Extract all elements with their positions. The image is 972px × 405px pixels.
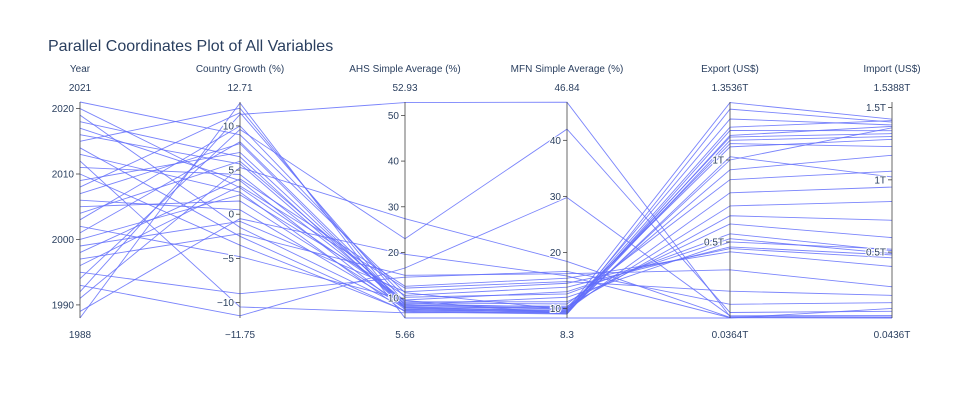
tick-label: 2000 (52, 235, 75, 246)
axis-max-label: 2021 (69, 83, 92, 94)
axis-import[interactable]: Import (US$) 1.5388T 0.0436T 0.5T 1T 1.5T (863, 64, 920, 341)
tick-label: −10 (217, 298, 234, 309)
axis-title: Year (70, 64, 91, 75)
tick-label: 1T (712, 155, 724, 166)
tick-label: 40 (388, 157, 400, 168)
data-line (79, 102, 893, 319)
axis-export[interactable]: Export (US$) 1.3536T 0.0364T 0.5T 1T (701, 64, 759, 341)
axis-title: Country Growth (%) (196, 64, 284, 75)
data-line (79, 178, 893, 287)
axis-title: Import (US$) (863, 64, 920, 75)
data-line (79, 127, 893, 313)
data-line (79, 134, 893, 310)
tick-label: 1T (874, 175, 886, 186)
axis-min-label: 0.0364T (712, 330, 749, 341)
data-line (79, 194, 893, 296)
axis-min-label: 0.0436T (874, 330, 911, 341)
axis-title: Export (US$) (701, 64, 759, 75)
data-line (79, 141, 893, 306)
data-line (79, 156, 893, 314)
axis-max-label: 1.3536T (712, 83, 749, 94)
tick-label: 10 (388, 294, 400, 305)
data-line (79, 112, 893, 305)
axis-max-label: 1.5388T (874, 83, 911, 94)
data-line (79, 218, 893, 319)
tick-label: 2020 (52, 104, 75, 115)
tick-label: 40 (550, 136, 562, 147)
data-line (79, 128, 893, 313)
data-line (79, 196, 893, 317)
tick-label: 10 (550, 304, 562, 315)
data-line (79, 199, 893, 309)
data-line (79, 185, 893, 296)
tick-label: 30 (388, 202, 400, 213)
axis-min-label: 8.3 (560, 330, 574, 341)
tick-label: 10 (223, 121, 235, 132)
tick-label: 0.5T (866, 248, 886, 259)
data-line (79, 233, 893, 288)
tick-label: −5 (223, 254, 235, 265)
tick-label: 1990 (52, 300, 75, 311)
data-line (79, 120, 893, 313)
tick-label: 20 (388, 248, 400, 259)
data-line (79, 130, 893, 314)
tick-label: 20 (550, 248, 562, 259)
data-line (79, 143, 893, 311)
data-line (79, 220, 893, 293)
axis-year[interactable]: Year 2021 1988 1990 2000 2010 2020 (51, 64, 92, 341)
chart-title: Parallel Coordinates Plot of All Variabl… (48, 38, 333, 55)
tick-label: 2010 (52, 170, 75, 181)
data-line (79, 160, 893, 303)
tick-label: 30 (550, 192, 562, 203)
axis-mfn[interactable]: MFN Simple Average (%) 46.84 8.3 10 20 30 40 (511, 64, 624, 341)
axis-max-label: 12.71 (227, 83, 252, 94)
tick-label: 1.5T (866, 103, 886, 114)
tick-label: 5 (228, 166, 234, 177)
axis-title: AHS Simple Average (%) (349, 64, 461, 75)
data-line (79, 271, 893, 305)
axis-max-label: 52.93 (392, 83, 417, 94)
tick-label: 50 (388, 111, 400, 122)
data-line (79, 127, 893, 312)
axis-min-label: 5.66 (395, 330, 415, 341)
axis-min-label: 1988 (69, 330, 92, 341)
axis-min-label: −11.75 (225, 330, 256, 341)
axis-title: MFN Simple Average (%) (511, 64, 624, 75)
tick-label: 0 (228, 210, 234, 221)
tick-label: 0.5T (704, 237, 724, 248)
data-line (79, 225, 893, 301)
data-line (79, 200, 893, 307)
axis-growth[interactable]: Country Growth (%) 12.71 −11.75 −10 −5 0 5 10 (196, 64, 284, 341)
axis-ahs[interactable]: AHS Simple Average (%) 52.93 5.66 10 20 30 40 5… (349, 64, 461, 341)
data-lines (79, 101, 893, 319)
axis-max-label: 46.84 (554, 83, 579, 94)
